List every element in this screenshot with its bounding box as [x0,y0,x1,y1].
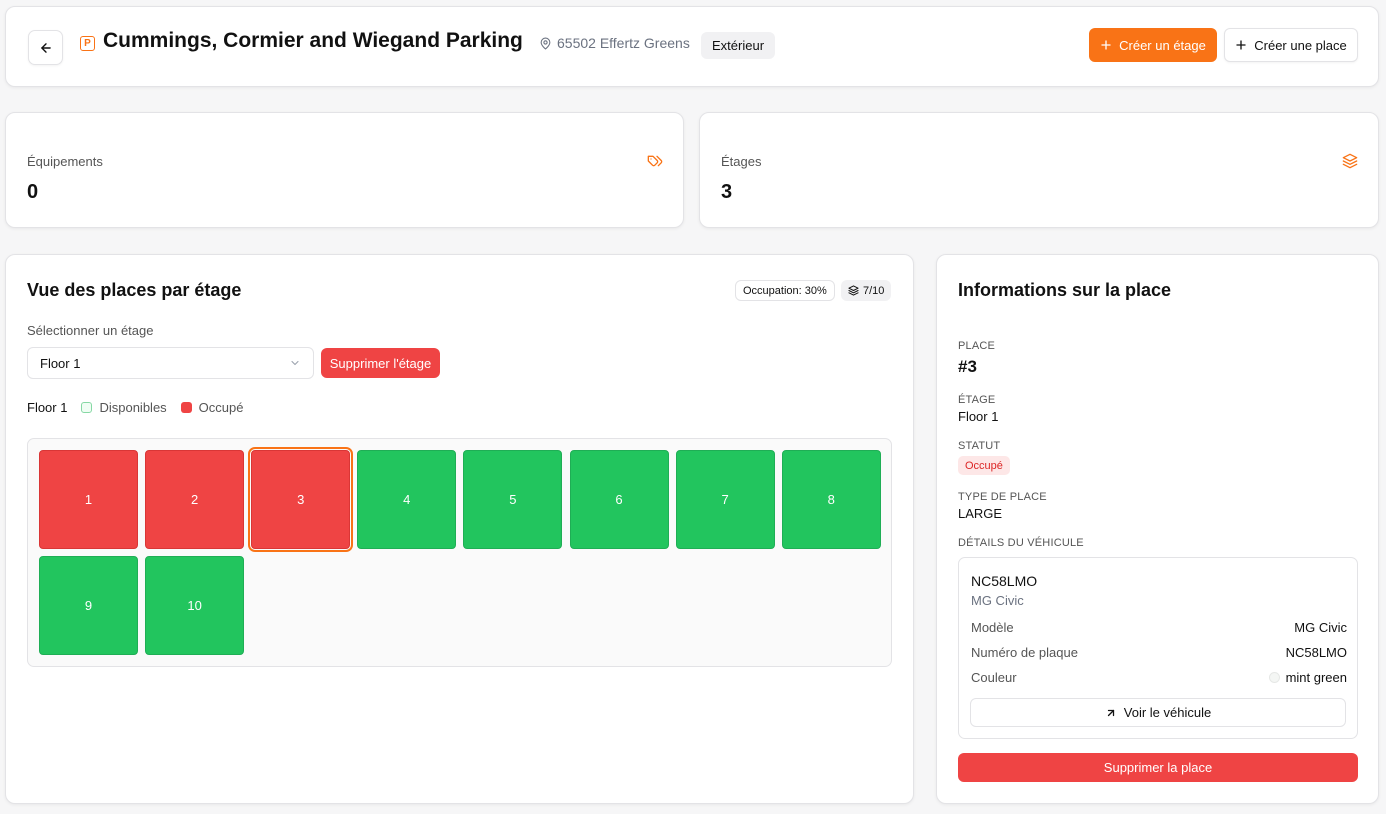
legend-available-label: Disponibles [99,400,167,415]
vehicle-details-card: NC58LMO MG Civic Modèle MG Civic Numéro … [958,557,1358,739]
info-panel-title: Informations sur la place [958,280,1172,300]
parking-spot[interactable]: 4 [357,450,457,549]
place-value: #3 [958,357,977,376]
places-count-badge: 7/10 [841,280,892,301]
plus-icon [1236,40,1246,50]
parking-spot[interactable]: 7 [675,450,775,549]
plus-icon [1101,40,1111,50]
parking-spot[interactable]: 10 [145,556,245,655]
parking-spot[interactable]: 6 [569,450,669,549]
parking-icon: P [80,36,95,51]
create-floor-button[interactable]: Créer un étage [1089,28,1217,62]
floor-value: Floor 1 [958,409,999,424]
floors-stat-label: Étages [721,154,762,169]
places-count-text: 7/10 [863,284,885,297]
address: 65502 Effertz Greens [539,35,690,51]
legend-floor-name: Floor 1 [27,400,68,415]
place-label: PLACE [958,340,996,352]
arrow-left-icon [40,42,51,53]
view-vehicle-button[interactable]: Voir le véhicule [970,698,1346,727]
create-place-button[interactable]: Créer une place [1224,28,1358,62]
vehicle-model-value: MG Civic [1294,620,1347,635]
places-by-floor-panel: Vue des places par étage Occupation: 30%… [5,254,914,804]
equipment-stat-value: 0 [27,181,39,203]
status-badge: Occupé [958,456,1010,475]
floors-stat-value: 3 [721,181,733,203]
parking-spot[interactable]: 9 [39,556,138,655]
delete-place-button[interactable]: Supprimer la place [958,753,1358,782]
vehicle-color-row: Couleur mint green [971,670,1347,685]
parking-type-badge: Extérieur [701,32,776,59]
parking-spot[interactable]: 3 [248,447,354,552]
place-type-label: TYPE DE PLACE [958,491,1047,503]
floor-label: ÉTAGE [958,394,996,406]
places-panel-title: Vue des places par étage [27,280,242,300]
map-pin-icon [540,37,551,49]
layers-icon [848,285,859,296]
equipment-stat-label: Équipements [27,154,103,169]
create-floor-label: Créer un étage [1119,37,1206,53]
page-title: Cummings, Cormier and Wiegand Parking [103,29,523,52]
place-info-panel: Informations sur la place PLACE #3 ÉTAGE… [936,254,1379,804]
floor-select[interactable]: Floor 1 [27,347,314,379]
occupation-badge: Occupation: 30% [735,280,835,301]
legend: Floor 1 Disponibles Occupé [27,400,257,415]
vehicle-plate-value: NC58LMO [1285,645,1347,660]
vehicle-color-value: mint green [1285,670,1347,685]
vehicle-plate-row: Numéro de plaque NC58LMO [971,645,1347,660]
layers-icon [1342,153,1358,169]
view-vehicle-label: Voir le véhicule [1123,705,1212,720]
status-label: STATUT [958,440,1001,452]
spots-grid: 1 2 3 4 5 6 7 8 9 10 [27,438,892,667]
legend-occupied-label: Occupé [198,400,244,415]
vehicle-plate-key: Numéro de plaque [971,645,1078,660]
chevron-down-icon [291,360,299,366]
vehicle-model-subtitle: MG Civic [971,593,1024,608]
create-place-label: Créer une place [1254,37,1347,53]
vehicle-model-row: Modèle MG Civic [971,620,1347,635]
parking-spot[interactable]: 5 [463,450,563,549]
parking-spot[interactable]: 2 [145,450,245,549]
tags-icon [647,155,663,167]
vehicle-color-value-wrap: mint green [1268,670,1347,685]
parking-header: P Cummings, Cormier and Wiegand Parking … [5,6,1379,87]
parking-spot[interactable]: 8 [781,450,881,549]
delete-floor-button[interactable]: Supprimer l'étage [321,348,440,378]
parking-spot[interactable]: 1 [39,450,138,549]
floor-select-value: Floor 1 [40,355,81,371]
floors-stat-card: Étages 3 [699,112,1379,228]
floor-select-label: Sélectionner un étage [27,323,154,338]
arrow-up-right-icon [1107,709,1114,716]
legend-occupied-swatch [180,402,192,413]
vehicle-details-label: DÉTAILS DU VÉHICULE [958,537,1084,549]
vehicle-plate: NC58LMO [971,573,1038,589]
address-text: 65502 Effertz Greens [557,35,690,51]
vehicle-color-key: Couleur [971,670,1017,685]
place-type-value: LARGE [958,506,1003,521]
vehicle-model-key: Modèle [971,620,1014,635]
equipment-stat-card: Équipements 0 [5,112,684,228]
color-swatch [1268,672,1280,683]
legend-available-swatch [81,402,93,413]
back-button[interactable] [28,30,63,65]
